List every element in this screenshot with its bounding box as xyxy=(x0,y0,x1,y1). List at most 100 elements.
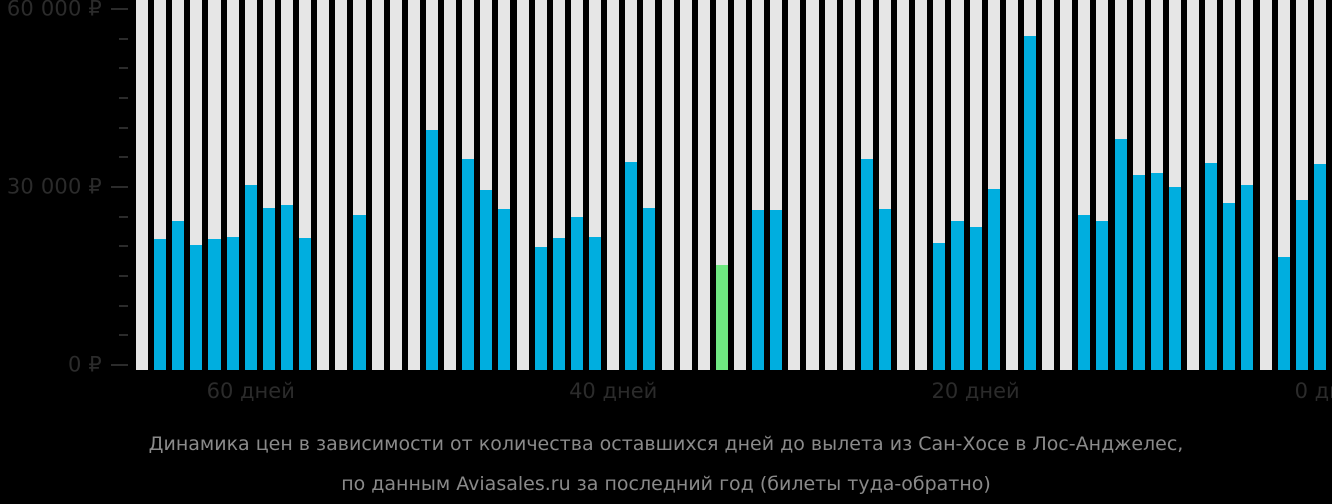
bar-value[interactable] xyxy=(280,204,294,370)
bar-value[interactable] xyxy=(190,245,203,370)
bar-value[interactable] xyxy=(1132,174,1145,370)
bar-value[interactable] xyxy=(1114,138,1127,370)
bar-column[interactable] xyxy=(643,0,656,370)
bar-value[interactable] xyxy=(969,227,982,370)
bar-column[interactable] xyxy=(951,0,964,370)
bar-column[interactable] xyxy=(969,0,982,370)
bar-value[interactable] xyxy=(860,158,873,370)
bar-value[interactable] xyxy=(987,189,1000,370)
bar-column[interactable] xyxy=(154,0,167,370)
bar-column[interactable] xyxy=(1023,0,1036,370)
bar-column[interactable] xyxy=(697,0,710,370)
bar-column[interactable] xyxy=(661,0,674,370)
bar-column[interactable] xyxy=(335,0,348,370)
bar-column[interactable] xyxy=(190,0,203,370)
bar-column[interactable] xyxy=(1096,0,1109,370)
bar-column[interactable] xyxy=(262,0,275,370)
bar-column[interactable] xyxy=(1187,0,1200,370)
bar-column[interactable] xyxy=(1277,0,1290,370)
bar-value[interactable] xyxy=(933,242,946,370)
bar-column[interactable] xyxy=(1132,0,1145,370)
bar-column[interactable] xyxy=(425,0,438,370)
bar-column[interactable] xyxy=(280,0,294,370)
bar-value[interactable] xyxy=(1241,184,1254,370)
bar-value[interactable] xyxy=(552,238,565,370)
bar-value[interactable] xyxy=(172,221,185,370)
bar-value[interactable] xyxy=(425,130,438,370)
bar-column[interactable] xyxy=(407,0,420,370)
bar-column[interactable] xyxy=(444,0,457,370)
bar-value[interactable] xyxy=(462,158,475,370)
bar-column[interactable] xyxy=(1114,0,1127,370)
bar-column[interactable] xyxy=(715,0,728,370)
bar-value[interactable] xyxy=(589,236,602,370)
bar-value[interactable] xyxy=(1023,35,1036,370)
bar-column[interactable] xyxy=(915,0,928,370)
bar-column[interactable] xyxy=(172,0,185,370)
bar-column[interactable] xyxy=(770,0,783,370)
bar-value[interactable] xyxy=(1150,172,1163,370)
bar-column[interactable] xyxy=(317,0,330,370)
bar-column[interactable] xyxy=(136,0,149,370)
bar-column[interactable] xyxy=(516,0,529,370)
bar-column[interactable] xyxy=(824,0,837,370)
bar-column[interactable] xyxy=(480,0,493,370)
bar-value[interactable] xyxy=(498,208,511,370)
bar-column[interactable] xyxy=(1223,0,1236,370)
bar-column[interactable] xyxy=(462,0,475,370)
bar-column[interactable] xyxy=(842,0,855,370)
bar-column[interactable] xyxy=(806,0,819,370)
bar-column[interactable] xyxy=(607,0,620,370)
bar-column[interactable] xyxy=(299,0,312,370)
bar-column[interactable] xyxy=(1005,0,1018,370)
bar-column[interactable] xyxy=(1313,0,1326,370)
bar-column[interactable] xyxy=(788,0,801,370)
bar-value[interactable] xyxy=(878,208,892,370)
bar-column[interactable] xyxy=(353,0,366,370)
bar-value[interactable] xyxy=(226,236,239,370)
bar-column[interactable] xyxy=(1150,0,1163,370)
bar-column[interactable] xyxy=(552,0,565,370)
bar-value[interactable] xyxy=(625,162,638,370)
bar-column[interactable] xyxy=(244,0,257,370)
bar-value[interactable] xyxy=(770,209,783,370)
bar-value[interactable] xyxy=(1168,187,1181,370)
bar-value[interactable] xyxy=(353,215,366,370)
bar-value[interactable] xyxy=(1096,221,1109,370)
bar-column[interactable] xyxy=(860,0,873,370)
bar-value[interactable] xyxy=(154,238,167,370)
bar-column[interactable] xyxy=(226,0,239,370)
bar-column[interactable] xyxy=(1259,0,1272,370)
bar-value[interactable] xyxy=(299,238,312,370)
bar-value[interactable] xyxy=(643,208,656,370)
bar-column[interactable] xyxy=(208,0,221,370)
bar-column[interactable] xyxy=(625,0,638,370)
bar-column[interactable] xyxy=(679,0,692,370)
bar-column[interactable] xyxy=(1241,0,1254,370)
bar-column[interactable] xyxy=(1295,0,1308,370)
bar-column[interactable] xyxy=(1060,0,1073,370)
bar-value[interactable] xyxy=(1313,163,1326,370)
bar-column[interactable] xyxy=(534,0,547,370)
bar-column[interactable] xyxy=(878,0,892,370)
bar-value[interactable] xyxy=(480,189,493,370)
bar-column[interactable] xyxy=(389,0,402,370)
bar-column[interactable] xyxy=(1042,0,1055,370)
bar-value[interactable] xyxy=(208,238,221,370)
bar-value[interactable] xyxy=(1277,257,1290,370)
bar-value[interactable] xyxy=(1223,203,1236,370)
bar-column[interactable] xyxy=(570,0,583,370)
bar-column[interactable] xyxy=(371,0,384,370)
bar-value[interactable] xyxy=(262,208,275,370)
bar-value[interactable] xyxy=(1205,163,1218,370)
bar-value[interactable] xyxy=(1078,214,1091,370)
bar-column[interactable] xyxy=(1205,0,1218,370)
bar-column[interactable] xyxy=(734,0,747,370)
bar-column[interactable] xyxy=(589,0,602,370)
bar-value[interactable] xyxy=(951,221,964,370)
bar-value[interactable] xyxy=(244,184,257,370)
bar-column[interactable] xyxy=(987,0,1000,370)
bar-highlighted[interactable] xyxy=(715,265,728,370)
bar-column[interactable] xyxy=(933,0,946,370)
bar-value[interactable] xyxy=(570,216,583,370)
